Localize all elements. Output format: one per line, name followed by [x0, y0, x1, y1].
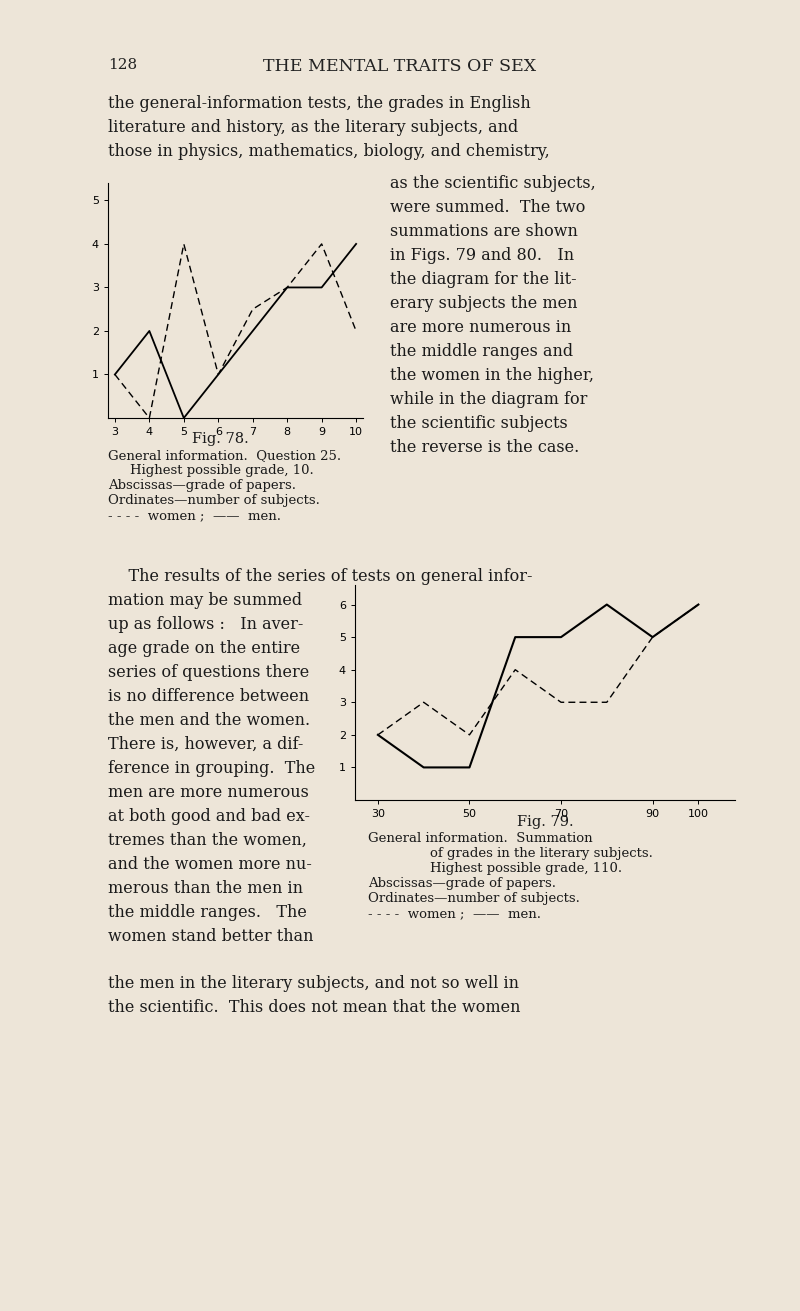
Text: as the scientific subjects,: as the scientific subjects,	[390, 174, 596, 191]
Text: General information.  Summation: General information. Summation	[368, 832, 593, 846]
Text: 128: 128	[108, 58, 137, 72]
Text: erary subjects the men: erary subjects the men	[390, 295, 578, 312]
Text: the reverse is the case.: the reverse is the case.	[390, 439, 579, 456]
Text: the men in the literary subjects, and not so well in: the men in the literary subjects, and no…	[108, 975, 519, 992]
Text: mation may be summed: mation may be summed	[108, 593, 302, 610]
Text: the scientific subjects: the scientific subjects	[390, 416, 568, 433]
Text: women stand better than: women stand better than	[108, 928, 314, 945]
Text: series of questions there: series of questions there	[108, 663, 310, 680]
Text: Abscissas—grade of papers.: Abscissas—grade of papers.	[368, 877, 556, 890]
Text: up as follows :   In aver-: up as follows : In aver-	[108, 616, 303, 633]
Text: literature and history, as the literary subjects, and: literature and history, as the literary …	[108, 119, 518, 136]
Text: Highest possible grade, 110.: Highest possible grade, 110.	[430, 863, 622, 874]
Text: Ordinates—number of subjects.: Ordinates—number of subjects.	[368, 891, 580, 905]
Text: the middle ranges.   The: the middle ranges. The	[108, 905, 307, 922]
Text: while in the diagram for: while in the diagram for	[390, 391, 587, 408]
Text: the middle ranges and: the middle ranges and	[390, 343, 573, 361]
Text: the general-information tests, the grades in English: the general-information tests, the grade…	[108, 94, 530, 111]
Text: age grade on the entire: age grade on the entire	[108, 640, 300, 657]
Text: Abscissas—grade of papers.: Abscissas—grade of papers.	[108, 479, 296, 492]
Text: Ordinates—number of subjects.: Ordinates—number of subjects.	[108, 494, 320, 507]
Text: Fig. 78.: Fig. 78.	[192, 433, 248, 446]
Text: the men and the women.: the men and the women.	[108, 712, 310, 729]
Text: ference in grouping.  The: ference in grouping. The	[108, 760, 315, 777]
Text: Fig. 79.: Fig. 79.	[517, 815, 574, 829]
Text: - - - -  women ;  ——  men.: - - - - women ; —— men.	[368, 907, 541, 920]
Text: merous than the men in: merous than the men in	[108, 880, 303, 897]
Text: summations are shown: summations are shown	[390, 223, 578, 240]
Text: and the women more nu-: and the women more nu-	[108, 856, 312, 873]
Text: the scientific.  This does not mean that the women: the scientific. This does not mean that …	[108, 999, 521, 1016]
Text: those in physics, mathematics, biology, and chemistry,: those in physics, mathematics, biology, …	[108, 143, 550, 160]
Text: in Figs. 79 and 80.   In: in Figs. 79 and 80. In	[390, 246, 574, 264]
Text: of grades in the literary subjects.: of grades in the literary subjects.	[430, 847, 653, 860]
Text: THE MENTAL TRAITS OF SEX: THE MENTAL TRAITS OF SEX	[263, 58, 537, 75]
Text: at both good and bad ex-: at both good and bad ex-	[108, 808, 310, 825]
Text: is no difference between: is no difference between	[108, 688, 309, 705]
Text: the women in the higher,: the women in the higher,	[390, 367, 594, 384]
Text: men are more numerous: men are more numerous	[108, 784, 309, 801]
Text: tremes than the women,: tremes than the women,	[108, 832, 307, 850]
Text: the diagram for the lit-: the diagram for the lit-	[390, 271, 577, 288]
Text: were summed.  The two: were summed. The two	[390, 199, 586, 216]
Text: General information.  Question 25.: General information. Question 25.	[108, 448, 341, 461]
Text: are more numerous in: are more numerous in	[390, 319, 571, 336]
Text: There is, however, a dif-: There is, however, a dif-	[108, 735, 303, 753]
Text: - - - -  women ;  ——  men.: - - - - women ; —— men.	[108, 509, 281, 522]
Text: The results of the series of tests on general infor-: The results of the series of tests on ge…	[108, 568, 533, 585]
Text: Highest possible grade, 10.: Highest possible grade, 10.	[130, 464, 314, 477]
